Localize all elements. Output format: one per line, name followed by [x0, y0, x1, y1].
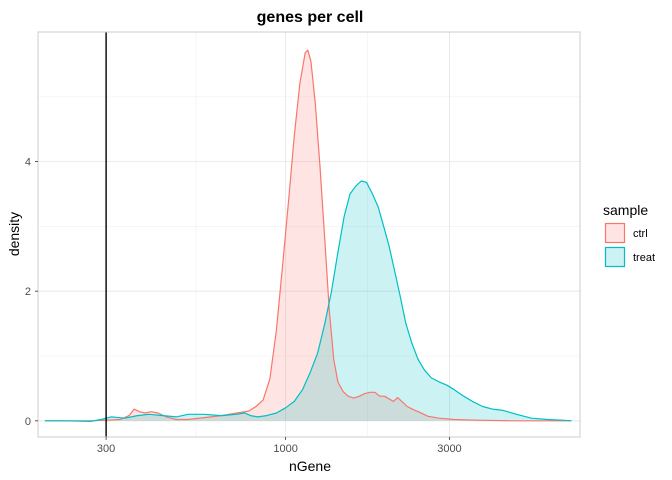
- legend-key-background: [604, 246, 626, 268]
- x-axis-title: nGene: [289, 458, 331, 474]
- axes-layer: 300 1000 3000 0 2 4: [25, 31, 581, 455]
- legend-label-treat: treat: [633, 252, 655, 264]
- legend-label-ctrl: ctrl: [633, 228, 648, 240]
- y-tick-label: 2: [25, 286, 31, 298]
- density-line-ctrl: [44, 49, 572, 422]
- y-tick-label: 0: [25, 416, 31, 428]
- series-layer: [44, 32, 572, 437]
- legend-title: sample: [603, 202, 648, 218]
- x-tick-label: 1000: [273, 443, 297, 455]
- panel-background: [38, 32, 580, 437]
- legend-key-ctrl: [604, 222, 626, 244]
- legend-key-background: [604, 222, 626, 244]
- y-axis-title: density: [6, 212, 22, 256]
- plot-panel: [38, 32, 580, 437]
- chart-title: genes per cell: [257, 9, 364, 26]
- x-tick-label: 300: [97, 443, 115, 455]
- panel-border: [37, 31, 581, 438]
- x-tick-label: 3000: [437, 443, 461, 455]
- legend-key-treat: [604, 246, 626, 268]
- density-area-ctrl: [44, 50, 572, 421]
- legend: sample ctrl treat: [603, 202, 655, 268]
- y-tick-label: 4: [25, 157, 31, 169]
- density-line-treat: [44, 180, 572, 422]
